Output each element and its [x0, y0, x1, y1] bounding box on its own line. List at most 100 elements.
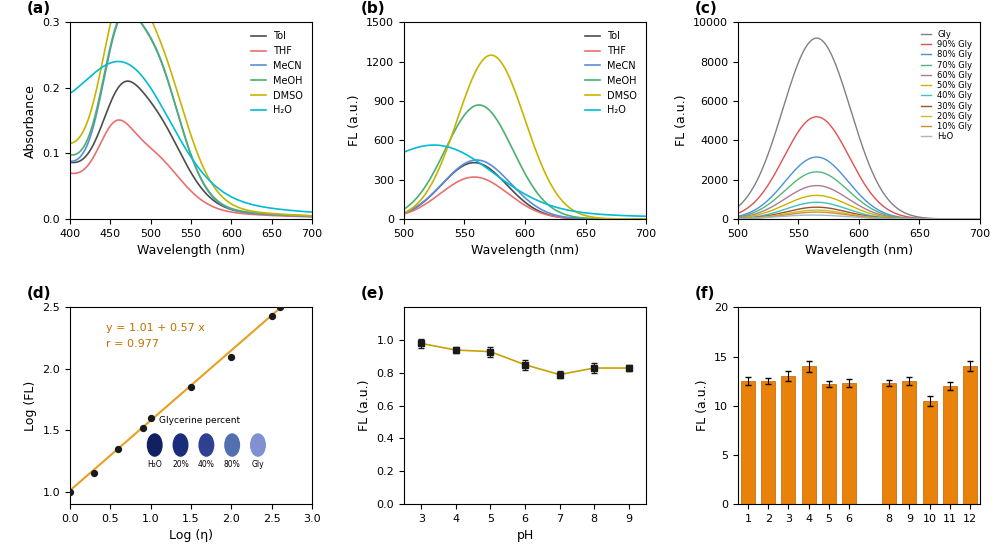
Gly — [907, 212, 919, 219]
Gly — [811, 35, 823, 41]
Line: H₂O: H₂O — [738, 215, 980, 219]
80% Gly — [811, 153, 823, 160]
X-axis label: Wavelength (nm): Wavelength (nm) — [137, 244, 245, 257]
40% Gly — [908, 216, 920, 222]
Bar — [963, 366, 977, 504]
DMSO — [306, 212, 318, 219]
H₂O — [428, 142, 440, 148]
Bar — [882, 383, 896, 504]
Tol — [640, 216, 652, 222]
X-axis label: Wavelength (nm): Wavelength (nm) — [471, 244, 579, 257]
MeCN — [640, 216, 652, 222]
H₂O — [908, 216, 920, 222]
10% Gly — [908, 216, 920, 222]
MeCN — [195, 176, 207, 183]
Line: 80% Gly: 80% Gly — [738, 157, 980, 219]
Tol — [306, 213, 318, 220]
50% Gly — [761, 209, 773, 216]
Tol — [209, 198, 221, 204]
H₂O — [263, 204, 275, 211]
MeCN — [477, 158, 489, 165]
Bar — [842, 383, 856, 504]
Y-axis label: FL (a.u.): FL (a.u.) — [358, 380, 371, 431]
THF — [301, 213, 313, 220]
70% Gly — [974, 216, 986, 222]
H₂O — [181, 147, 193, 154]
DMSO — [551, 190, 563, 197]
MeOH — [181, 139, 193, 146]
70% Gly — [811, 169, 823, 175]
MeCN — [301, 213, 313, 220]
H₂O — [477, 162, 489, 169]
Point — [143, 413, 159, 422]
THF — [181, 184, 193, 190]
Gly — [761, 153, 773, 160]
Bar — [923, 401, 937, 504]
Tol — [477, 161, 489, 168]
Line: 50% Gly: 50% Gly — [738, 195, 980, 219]
80% Gly — [908, 215, 920, 222]
20% Gly — [885, 215, 897, 222]
90% Gly — [761, 183, 773, 190]
H₂O — [732, 215, 744, 222]
H₂O — [573, 209, 585, 216]
Tol — [494, 175, 506, 181]
MeCN — [471, 157, 483, 164]
H₂O — [807, 212, 819, 218]
DMSO — [263, 210, 275, 217]
50% Gly — [732, 214, 744, 221]
60% Gly — [974, 216, 986, 222]
DMSO — [575, 211, 587, 217]
MeCN — [427, 190, 439, 197]
DMSO — [181, 119, 193, 126]
H₂O — [64, 90, 76, 97]
30% Gly — [811, 204, 823, 211]
80% Gly — [761, 198, 773, 204]
DMSO — [427, 178, 439, 184]
THF — [306, 213, 318, 220]
THF — [575, 215, 587, 222]
DMSO — [195, 160, 207, 166]
40% Gly — [974, 216, 986, 222]
MeCN — [398, 209, 410, 216]
10% Gly — [974, 216, 986, 222]
80% Gly — [885, 212, 897, 218]
H₂O — [179, 145, 191, 152]
10% Gly — [907, 216, 919, 222]
Circle shape — [199, 434, 214, 456]
Y-axis label: FL (a.u.): FL (a.u.) — [696, 380, 709, 431]
DMSO — [209, 184, 221, 191]
Tol — [181, 162, 193, 169]
Line: Tol: Tol — [70, 81, 312, 216]
30% Gly — [732, 215, 744, 222]
Bar — [741, 381, 755, 504]
H₂O — [974, 216, 986, 222]
70% Gly — [907, 215, 919, 222]
MeCN — [181, 140, 193, 147]
MeCN — [209, 195, 221, 202]
Line: MeOH: MeOH — [70, 10, 312, 216]
50% Gly — [908, 216, 920, 222]
MeCN — [551, 212, 563, 219]
Tol — [301, 213, 313, 220]
MeOH — [263, 211, 275, 217]
Line: MeOH: MeOH — [404, 105, 646, 219]
DMSO — [398, 209, 410, 216]
H₂O — [640, 213, 652, 220]
H₂O — [494, 175, 506, 181]
30% Gly — [885, 215, 897, 222]
30% Gly — [974, 216, 986, 222]
DMSO — [494, 58, 506, 64]
Point — [62, 487, 78, 496]
50% Gly — [885, 214, 897, 221]
X-axis label: Log (η): Log (η) — [169, 529, 213, 542]
MeOH — [301, 212, 313, 219]
10% Gly — [811, 209, 823, 216]
60% Gly — [828, 187, 840, 194]
THF — [494, 185, 506, 192]
Bar — [802, 366, 816, 504]
Text: (c): (c) — [694, 1, 717, 16]
H₂O — [761, 214, 773, 221]
H₂O — [195, 168, 207, 175]
Bar — [761, 381, 775, 504]
